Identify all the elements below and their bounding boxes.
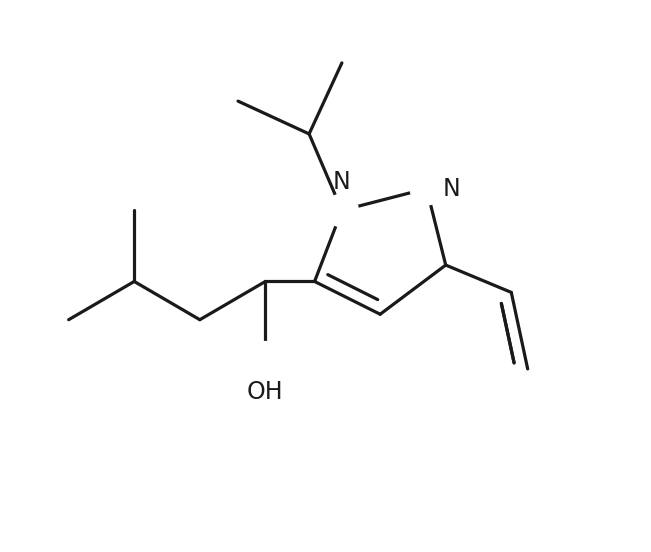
Text: N: N xyxy=(443,177,461,200)
Text: OH: OH xyxy=(247,380,284,404)
Text: N: N xyxy=(333,170,351,194)
Circle shape xyxy=(410,172,443,205)
Circle shape xyxy=(243,342,287,385)
Circle shape xyxy=(326,194,358,227)
